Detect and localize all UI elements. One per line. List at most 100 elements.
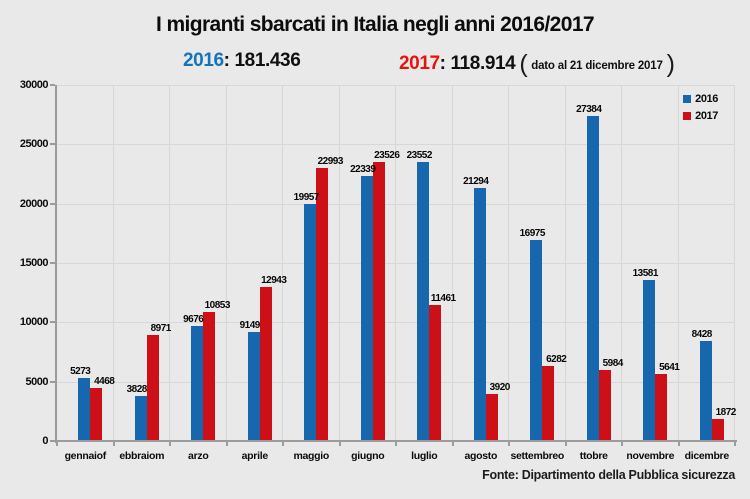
gridline-vertical — [451, 85, 453, 441]
x-axis-tick — [734, 441, 736, 446]
bar-2016-giugno — [360, 175, 373, 441]
bar-2016-aprile — [247, 332, 260, 441]
bar-value-label-2016: 27384 — [576, 104, 602, 116]
y-tick-label: 0 — [42, 435, 48, 447]
x-tick-label: ttobre — [579, 450, 608, 462]
gridline-vertical — [282, 85, 283, 441]
y-axis-tick — [50, 84, 55, 86]
gridline-vertical — [112, 85, 114, 441]
x-axis-tick — [508, 441, 510, 446]
bar-value-label-2017: 5984 — [602, 358, 624, 369]
bar-value-label-2017: 5641 — [659, 362, 680, 374]
gridline-horizontal — [57, 85, 735, 86]
gridline-horizontal — [57, 381, 735, 383]
total-2016-sep: : — [223, 50, 230, 71]
x-axis-tick — [338, 441, 341, 446]
gridline-vertical — [508, 85, 509, 441]
bar-2017-settembreo — [542, 366, 555, 441]
x-axis-tick — [225, 441, 228, 446]
x-tick-label: maggio — [293, 450, 330, 462]
bar-value-label-2016: 9149 — [239, 320, 261, 332]
y-axis-line — [55, 85, 57, 443]
bar-value-label-2017: 4468 — [94, 375, 115, 387]
bar-2017-gennaiof — [90, 387, 103, 441]
x-tick-label: luglio — [411, 450, 438, 462]
bar-2016-novembre — [643, 279, 656, 441]
gridline-horizontal — [57, 203, 735, 205]
total-2016-year: 2016 — [183, 50, 224, 71]
y-axis-tick — [50, 380, 55, 383]
y-axis-tick — [50, 321, 55, 324]
x-tick-label: ebbraiom — [119, 450, 165, 462]
x-axis-tick — [395, 441, 397, 446]
total-2017-value: 118.914 — [450, 53, 516, 74]
legend-item-2017: 2017 — [683, 110, 718, 122]
bar-2017-agosto — [485, 394, 498, 441]
legend-label-2017: 2017 — [695, 110, 718, 122]
y-axis-tick — [50, 440, 55, 442]
x-tick-label: arzo — [188, 450, 209, 462]
bar-value-label-2016: 3828 — [126, 383, 148, 395]
bar-value-label-2017: 1872 — [715, 406, 737, 418]
plot-area: 2016 2017 5273 4468 3828 8971 9676 10853 9149 1… — [57, 85, 736, 441]
bar-2017-arzo — [203, 312, 216, 441]
bar-value-label-2017: 10853 — [204, 300, 231, 312]
bar-2017-dicembre — [711, 418, 724, 441]
y-axis-tick — [50, 202, 55, 205]
gridline-vertical — [734, 85, 735, 441]
total-2016-value: 181.436 — [234, 50, 301, 71]
total-2017-year: 2017 — [399, 53, 440, 74]
bar-value-label-2016: 19957 — [293, 192, 320, 204]
bar-2017-ttobre — [598, 370, 611, 441]
bar-2016-luglio — [417, 161, 430, 441]
x-tick-label: settembreo — [510, 450, 565, 462]
y-axis-tick — [50, 262, 55, 264]
y-tick-label: 5000 — [25, 375, 49, 388]
x-axis-tick — [564, 441, 567, 446]
gridline-horizontal — [57, 322, 735, 324]
bar-value-label-2016: 23552 — [406, 149, 433, 161]
y-axis-tick — [50, 143, 55, 146]
bar-2016-agosto — [473, 188, 486, 441]
gridline-vertical — [225, 85, 227, 441]
bar-value-label-2016: 8428 — [691, 329, 713, 340]
bar-value-label-2017: 22993 — [317, 156, 344, 168]
gridline-vertical — [169, 85, 170, 441]
bar-2016-ebbraiom — [134, 395, 147, 441]
gridline-vertical — [338, 85, 340, 441]
x-axis-tick — [282, 441, 284, 446]
bar-2016-maggio — [304, 204, 317, 441]
bar-2017-maggio — [316, 168, 329, 441]
x-tick-label: novembre — [626, 450, 675, 462]
bar-2017-novembre — [655, 374, 668, 441]
note-close-paren: ) — [666, 50, 675, 78]
y-tick-label: 30000 — [19, 79, 49, 91]
y-tick-label: 20000 — [19, 197, 49, 210]
gridline-vertical — [621, 85, 622, 441]
bar-value-label-2016: 22339 — [350, 163, 376, 175]
bar-value-label-2017: 23526 — [374, 149, 400, 161]
bar-2016-ttobre — [586, 116, 599, 441]
legend: 2016 2017 — [683, 93, 718, 127]
gridline-vertical — [564, 85, 566, 441]
x-axis-tick — [621, 441, 623, 446]
legend-label-2016: 2016 — [695, 93, 718, 105]
bar-2016-settembreo — [530, 239, 543, 441]
x-tick-label: gennaiof — [64, 450, 107, 462]
source-credit: Fonte: Dipartimento della Pubblica sicur… — [482, 468, 735, 482]
legend-swatch-2016-icon — [683, 95, 692, 103]
bar-value-label-2016: 9676 — [183, 314, 204, 326]
y-tick-label: 10000 — [19, 316, 49, 329]
x-tick-label: agosto — [464, 450, 498, 462]
x-axis-tick — [677, 441, 680, 446]
bar-2017-aprile — [259, 287, 272, 441]
y-tick-label: 25000 — [19, 138, 49, 151]
bar-2017-ebbraiom — [146, 334, 159, 441]
bar-value-label-2017: 3920 — [489, 382, 511, 394]
chart-title: I migranti sbarcati in Italia negli anni… — [155, 13, 595, 36]
legend-item-2016: 2016 — [683, 93, 718, 105]
total-2017-sep: : — [439, 53, 446, 74]
note-text: dato al 21 dicembre 2017 — [531, 60, 663, 72]
legend-swatch-2017-icon — [683, 112, 692, 120]
